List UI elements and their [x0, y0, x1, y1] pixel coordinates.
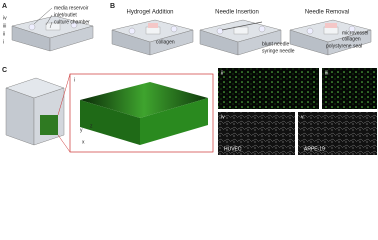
- image-label: iii: [325, 70, 328, 76]
- image-caption: HUVEC: [224, 146, 242, 152]
- cross-section: [40, 115, 58, 135]
- leader: [49, 21, 53, 29]
- image: [218, 68, 319, 109]
- panel-label: B: [110, 3, 115, 10]
- image-caption: ARPE-19: [304, 146, 325, 152]
- needle: [221, 21, 263, 31]
- figure: A iv iii ii i media reservoir inlet/outl…: [2, 3, 377, 155]
- image: [80, 100, 140, 145]
- zoom-line: [57, 73, 71, 116]
- step-label: microvessel: [342, 30, 368, 36]
- collagen: [148, 23, 158, 28]
- layer-label: ii: [3, 31, 5, 37]
- image-label: iv: [221, 114, 225, 120]
- step-title: Hydrogel Addition: [126, 10, 173, 16]
- axis-label: x: [82, 139, 85, 145]
- device: [5, 87, 35, 146]
- layer-label: iii: [3, 23, 6, 29]
- axis-label: z: [90, 123, 93, 129]
- panel-c: C i y z x ii iii iv HUVEC v ARPE-19: [2, 67, 377, 155]
- axis-label: y: [80, 127, 83, 133]
- image-label: ii: [221, 70, 223, 76]
- image: [298, 112, 377, 155]
- layer-label: iv: [3, 15, 7, 21]
- leader: [45, 14, 53, 26]
- callout: inlet/outlet: [54, 12, 77, 18]
- step-label: collagen: [342, 36, 361, 42]
- panel-label: A: [2, 3, 7, 10]
- step-title: Needle Insertion: [215, 10, 259, 16]
- collagen: [325, 23, 337, 28]
- step-label: collagen: [156, 39, 175, 45]
- image-label: i: [74, 77, 75, 83]
- image: [140, 98, 208, 145]
- image: [322, 68, 377, 109]
- panel-label: C: [2, 67, 7, 74]
- step-label: blunt needle: [262, 41, 289, 47]
- callout: media reservoir: [54, 5, 89, 11]
- image: [218, 112, 295, 155]
- step-label: polystyrene seal: [326, 43, 362, 49]
- zoom-line: [57, 134, 71, 153]
- panel-b: B Hydrogel Addition collagen Needle Inse…: [110, 3, 371, 55]
- step-title: Needle Removal: [305, 10, 349, 16]
- step-label: syringe needle: [262, 48, 295, 54]
- callout: culture chamber: [54, 19, 90, 25]
- image-label: v: [301, 114, 304, 120]
- leader: [33, 7, 53, 25]
- zoom-box: [69, 73, 214, 153]
- image: [80, 82, 208, 118]
- panel-a: A iv iii ii i media reservoir inlet/outl…: [2, 3, 93, 51]
- layer-label: i: [3, 39, 4, 45]
